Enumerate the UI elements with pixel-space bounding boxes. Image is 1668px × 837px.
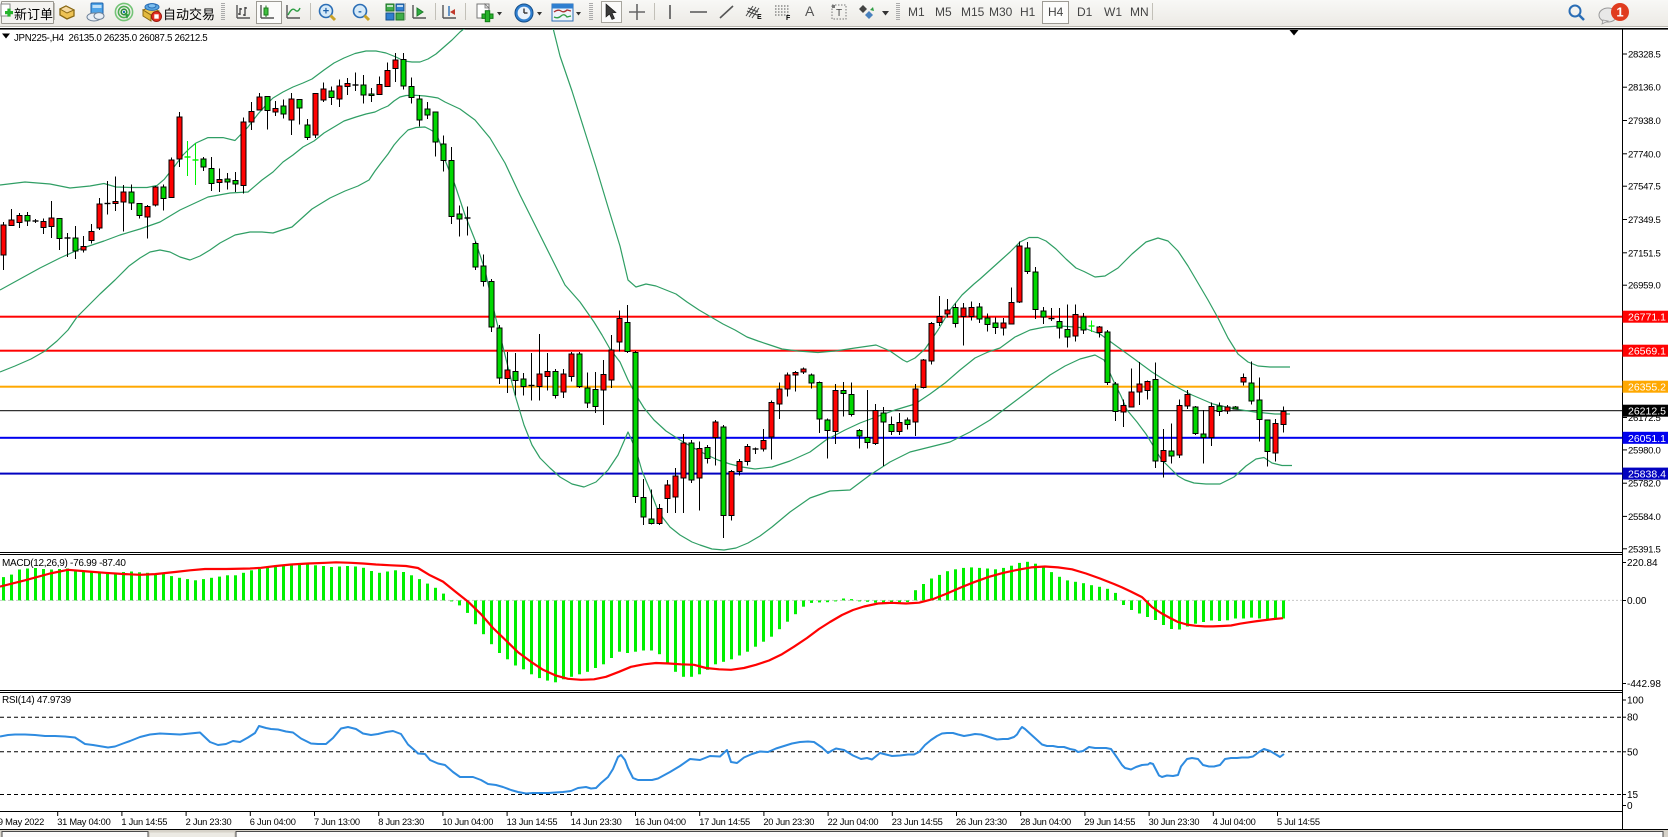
svg-text:31 May 04:00: 31 May 04:00 — [57, 817, 110, 827]
svg-text:25584.0: 25584.0 — [1628, 512, 1661, 523]
svg-text:26212.5: 26212.5 — [1628, 406, 1666, 418]
svg-text:5 Jul 14:55: 5 Jul 14:55 — [1277, 817, 1320, 827]
svg-text:29 Jun 14:55: 29 Jun 14:55 — [1084, 817, 1135, 827]
svg-text:-442.98: -442.98 — [1627, 679, 1661, 690]
svg-text:+: + — [323, 6, 329, 18]
svg-text:14 Jun 23:30: 14 Jun 23:30 — [571, 817, 622, 827]
svg-text:T: T — [836, 8, 842, 19]
svg-text:27740.0: 27740.0 — [1628, 149, 1661, 160]
svg-text:6 Jun 04:00: 6 Jun 04:00 — [250, 817, 296, 827]
svg-text:28 Jun 04:00: 28 Jun 04:00 — [1020, 817, 1071, 827]
svg-text:26 Jun 23:30: 26 Jun 23:30 — [956, 817, 1007, 827]
svg-text:2 Jun 23:30: 2 Jun 23:30 — [186, 817, 232, 827]
svg-text:25391.5: 25391.5 — [1628, 544, 1661, 555]
svg-text:27547.5: 27547.5 — [1628, 182, 1661, 193]
svg-text:28328.5: 28328.5 — [1628, 50, 1661, 61]
svg-text:28136.0: 28136.0 — [1628, 83, 1661, 94]
svg-text:MACD(12,26,9) -76.99 -87.40: MACD(12,26,9) -76.99 -87.40 — [2, 558, 126, 569]
svg-text:13 Jun 14:55: 13 Jun 14:55 — [507, 817, 558, 827]
svg-text:8 Jun 23:30: 8 Jun 23:30 — [378, 817, 424, 827]
svg-text:17 Jun 14:55: 17 Jun 14:55 — [699, 817, 750, 827]
svg-text:27151.5: 27151.5 — [1628, 248, 1661, 259]
svg-text:100: 100 — [1627, 696, 1644, 707]
svg-text:30 Jun 23:30: 30 Jun 23:30 — [1149, 817, 1200, 827]
svg-text:27349.5: 27349.5 — [1628, 215, 1661, 226]
svg-text:80: 80 — [1627, 713, 1639, 724]
svg-text:220.84: 220.84 — [1627, 558, 1658, 569]
svg-text:26771.1: 26771.1 — [1628, 312, 1666, 324]
svg-text:F: F — [786, 15, 791, 21]
svg-text:25838.4: 25838.4 — [1628, 469, 1666, 481]
svg-text:15: 15 — [1627, 790, 1639, 801]
svg-text:-: - — [358, 6, 362, 18]
svg-text:4 Jul 04:00: 4 Jul 04:00 — [1213, 817, 1256, 827]
svg-text:16 Jun 04:00: 16 Jun 04:00 — [635, 817, 686, 827]
svg-text:26051.1: 26051.1 — [1628, 433, 1666, 445]
svg-text:23 Jun 14:55: 23 Jun 14:55 — [892, 817, 943, 827]
svg-text:RSI(14) 47.9739: RSI(14) 47.9739 — [2, 695, 72, 706]
svg-text:26569.1: 26569.1 — [1628, 346, 1666, 358]
svg-text:10 Jun 04:00: 10 Jun 04:00 — [442, 817, 493, 827]
svg-text:22 Jun 04:00: 22 Jun 04:00 — [828, 817, 879, 827]
svg-text:29 May 2022: 29 May 2022 — [0, 817, 44, 827]
svg-text:26959.0: 26959.0 — [1628, 281, 1661, 292]
svg-text:50: 50 — [1627, 747, 1639, 758]
svg-text:1 Jun 14:55: 1 Jun 14:55 — [121, 817, 167, 827]
svg-text:25980.0: 25980.0 — [1628, 445, 1661, 456]
svg-text:0.00: 0.00 — [1627, 596, 1647, 607]
svg-text:0: 0 — [1627, 801, 1633, 812]
svg-text:JPN225-,H4 26135.0 26235.0 26: JPN225-,H4 26135.0 26235.0 26087.5 26212… — [14, 33, 207, 44]
svg-text:26355.2: 26355.2 — [1628, 382, 1666, 394]
svg-text:1: 1 — [1616, 5, 1623, 20]
svg-text:20 Jun 23:30: 20 Jun 23:30 — [763, 817, 814, 827]
svg-text:E: E — [757, 14, 762, 21]
svg-text:26172.5: 26172.5 — [1628, 413, 1661, 424]
svg-text:25782.0: 25782.0 — [1628, 479, 1661, 490]
svg-text:7 Jun 13:00: 7 Jun 13:00 — [314, 817, 360, 827]
svg-text:27938.0: 27938.0 — [1628, 116, 1661, 127]
